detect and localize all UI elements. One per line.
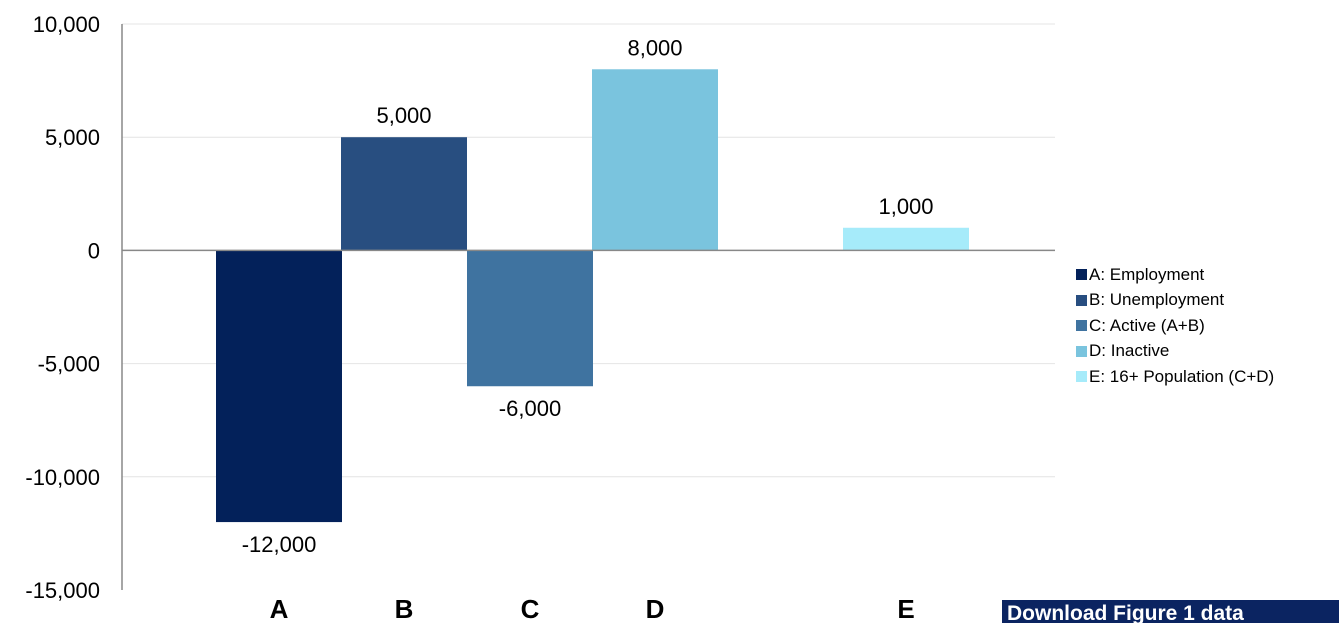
bar-e [843, 227, 969, 251]
legend: A: Employment B: Unemployment C: Active (A… [1076, 262, 1274, 390]
legend-label: E: 16+ Population (C+D) [1089, 366, 1275, 386]
bars [216, 69, 969, 523]
legend-swatch [1076, 294, 1087, 306]
data-label-a: -12,000 [242, 532, 317, 557]
data-label-b: 5,000 [376, 103, 431, 128]
x-tick-label: C [521, 594, 540, 623]
legend-swatch [1076, 345, 1087, 357]
bar-a [216, 250, 342, 523]
legend-item: D: Inactive [1076, 339, 1274, 365]
x-tick-label: E [897, 594, 914, 623]
legend-label: B: Unemployment [1089, 290, 1225, 310]
bar-c [467, 250, 593, 387]
y-tick-label: -10,000 [25, 465, 100, 490]
legend-item: A: Employment [1076, 262, 1274, 288]
y-tick-label: -5,000 [38, 352, 100, 377]
legend-swatch [1076, 269, 1087, 281]
y-tick-labels: 10,000 5,000 0 -5,000 -10,000 -15,000 [25, 12, 100, 603]
x-tick-label: A [270, 594, 289, 623]
y-tick-label: 0 [88, 238, 100, 263]
y-tick-label: -15,000 [25, 578, 100, 603]
data-labels: -12,000 5,000 -6,000 8,000 1,000 [242, 35, 934, 557]
x-tick-labels: A B C D E [270, 594, 915, 623]
bar-b [341, 137, 467, 251]
x-tick-label: D [646, 594, 665, 623]
legend-item: B: Unemployment [1076, 288, 1274, 314]
legend-swatch [1076, 371, 1087, 383]
legend-swatch [1076, 320, 1087, 332]
legend-item: E: 16+ Population (C+D) [1076, 364, 1274, 390]
legend-item: C: Active (A+B) [1076, 313, 1274, 339]
legend-label: A: Employment [1089, 264, 1205, 284]
x-tick-label: B [395, 594, 414, 623]
bar-d [592, 69, 718, 251]
y-tick-label: 10,000 [33, 12, 100, 37]
download-figure-data-link[interactable]: Download Figure 1 data [1002, 600, 1339, 623]
data-label-d: 8,000 [627, 35, 682, 60]
data-label-c: -6,000 [499, 396, 561, 421]
legend-label: C: Active (A+B) [1089, 315, 1205, 335]
y-tick-label: 5,000 [45, 125, 100, 150]
data-label-e: 1,000 [878, 194, 933, 219]
legend-label: D: Inactive [1089, 341, 1170, 361]
